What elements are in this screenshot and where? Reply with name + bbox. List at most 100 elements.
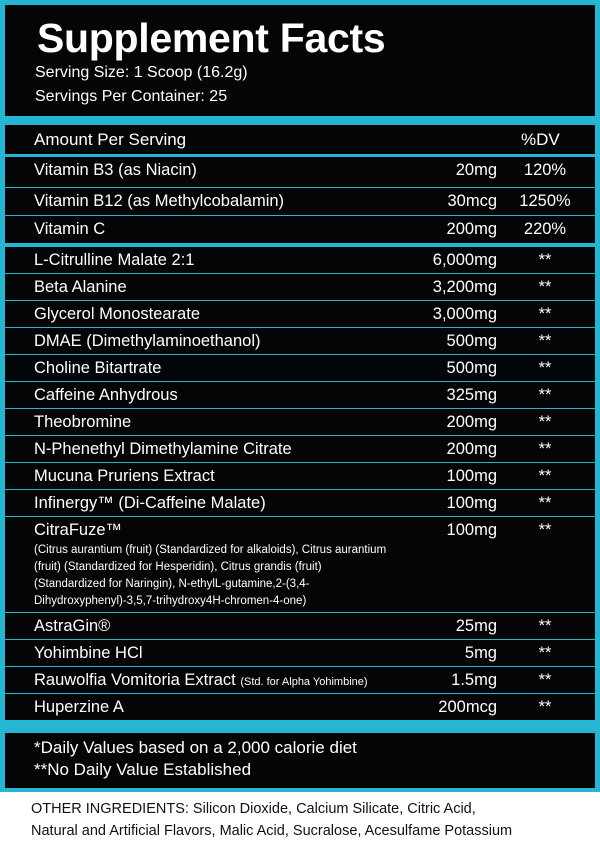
ingredient-name: L-Citrulline Malate 2:1 xyxy=(34,251,195,270)
ingredient-name-text: Infinergy™ (Di-Caffeine Malate) xyxy=(34,494,266,512)
ingredient-name-text: Vitamin B3 (as Niacin) xyxy=(34,161,197,179)
table-row: L-Citrulline Malate 2:1 6,000mg ** xyxy=(5,247,595,273)
ingredient-name: Huperzine A xyxy=(34,698,124,717)
ingredient-name: DMAE (Dimethylaminoethanol) xyxy=(34,332,261,351)
ingredient-dv: ** xyxy=(538,617,552,635)
ingredient-dv: ** xyxy=(538,671,552,689)
table-row: Beta Alanine 3,200mg ** xyxy=(5,274,595,300)
ingredient-dv: ** xyxy=(538,278,552,296)
supplement-facts-panel: Supplement Facts Serving Size: 1 Scoop (… xyxy=(0,0,600,792)
table-row: Caffeine Anhydrous 325mg ** xyxy=(5,382,595,408)
table-row: DMAE (Dimethylaminoethanol) 500mg ** xyxy=(5,328,595,354)
table-row: N-Phenethyl Dimethylamine Citrate 200mg ** xyxy=(5,436,595,462)
ingredient-amount: 200mcg xyxy=(438,698,497,716)
ingredient-dv: ** xyxy=(538,521,552,539)
ingredient-dv: ** xyxy=(538,494,552,512)
ingredient-amount: 3,200mg xyxy=(432,278,497,296)
no-dv-footnote: **No Daily Value Established xyxy=(34,760,252,779)
table-header: Amount Per Serving %DV xyxy=(5,125,595,154)
ingredient-amount: 325mg xyxy=(446,386,497,404)
ingredient-amount: 1.5mg xyxy=(451,671,497,689)
ingredient-note: (Std. for Alpha Yohimbine) xyxy=(240,676,368,688)
ingredient-name: N-Phenethyl Dimethylamine Citrate xyxy=(34,440,292,459)
dv-label: %DV xyxy=(521,130,560,149)
ingredient-amount: 500mg xyxy=(446,359,497,377)
footnotes-box: *Daily Values based on a 2,000 calorie d… xyxy=(5,733,595,788)
amount-per-serving-label: Amount Per Serving xyxy=(34,130,187,149)
ingredient-amount: 20mg xyxy=(455,161,497,179)
ingredient-dv: ** xyxy=(538,251,552,269)
ingredient-name: Mucuna Pruriens Extract xyxy=(34,467,215,486)
serving-size: Serving Size: 1 Scoop (16.2g) xyxy=(35,64,248,81)
ingredient-dv: ** xyxy=(538,467,552,485)
ingredient-dv: 120% xyxy=(523,161,567,179)
ingredient-dv: ** xyxy=(538,698,552,716)
table-row: Vitamin B3 (as Niacin) 20mg 120% xyxy=(5,157,595,187)
table-row: Yohimbine HCl 5mg ** xyxy=(5,640,595,666)
ingredient-name: Vitamin B3 (as Niacin) xyxy=(34,161,197,180)
table-row: Vitamin B12 (as Methylcobalamin) 30mcg 125… xyxy=(5,188,595,215)
ingredient-name: Glycerol Monostearate xyxy=(34,305,200,324)
ingredient-name-text: Theobromine xyxy=(34,413,132,431)
ingredient-dv: ** xyxy=(538,305,552,323)
ingredient-amount: 25mg xyxy=(455,617,497,635)
ingredient-name: Vitamin B12 (as Methylcobalamin) xyxy=(34,192,284,211)
ingredient-name-text: AstraGin® xyxy=(34,617,111,635)
ingredient-name: Beta Alanine xyxy=(34,278,127,297)
ingredient-name: Yohimbine HCl xyxy=(34,644,143,663)
table-row: AstraGin® 25mg ** xyxy=(5,613,595,639)
ingredient-amount: 30mcg xyxy=(447,192,497,210)
ingredient-amount: 200mg xyxy=(446,440,497,458)
ingredient-detail: (Citrus aurantium (fruit) (Standardized … xyxy=(34,544,387,607)
ingredient-amount: 3,000mg xyxy=(432,305,497,323)
ingredients-table: Vitamin B3 (as Niacin) 20mg 120% Vitamin B1… xyxy=(5,157,595,722)
table-row: Theobromine 200mg ** xyxy=(5,409,595,435)
title-box: Supplement Facts Serving Size: 1 Scoop (… xyxy=(5,5,595,116)
ingredient-name: Theobromine xyxy=(34,413,131,432)
table-row: Rauwolfia Vomitoria Extract (Std. for Al… xyxy=(5,667,595,693)
ingredient-dv: ** xyxy=(538,386,552,404)
ingredient-dv: 1250% xyxy=(519,192,571,210)
ingredient-name-text: Mucuna Pruriens Extract xyxy=(34,467,215,485)
other-ingredients-line-2: Natural and Artificial Flavors, Malic Ac… xyxy=(31,823,513,839)
ingredient-amount: 100mg xyxy=(446,467,497,485)
ingredient-dv: 220% xyxy=(523,220,567,238)
ingredient-name-text: Vitamin C xyxy=(34,220,106,238)
ingredient-name-text: Yohimbine HCl xyxy=(34,644,143,662)
table-row: Infinergy™ (Di-Caffeine Malate) 100mg ** xyxy=(5,490,595,516)
ingredient-dv: ** xyxy=(538,413,552,431)
table-row: Choline Bitartrate 500mg ** xyxy=(5,355,595,381)
table-row: Huperzine A 200mcg ** xyxy=(5,694,595,720)
other-ingredients-line-1: OTHER INGREDIENTS: Silicon Dioxide, Calc… xyxy=(31,801,476,817)
ingredient-name-text: DMAE (Dimethylaminoethanol) xyxy=(34,332,261,350)
ingredient-name: Vitamin C xyxy=(34,220,105,239)
ingredient-dv: ** xyxy=(538,359,552,377)
page-title: Supplement Facts xyxy=(37,15,386,61)
ingredient-amount: 500mg xyxy=(446,332,497,350)
ingredient-amount: 100mg xyxy=(446,521,497,539)
ingredient-dv: ** xyxy=(538,440,552,458)
ingredient-name-text: L-Citrulline Malate 2:1 xyxy=(34,251,195,269)
ingredient-amount: 200mg xyxy=(446,220,497,238)
ingredient-name: Choline Bitartrate xyxy=(34,359,161,378)
ingredient-amount: 5mg xyxy=(464,644,497,662)
dv-footnote: *Daily Values based on a 2,000 calorie d… xyxy=(34,738,357,757)
table-row: CitraFuze™ 100mg ** (Citrus aurantium (frui… xyxy=(5,517,595,612)
ingredient-dv: ** xyxy=(538,332,552,350)
ingredient-name-text: Rauwolfia Vomitoria Extract xyxy=(34,671,236,689)
ingredient-name-text: Glycerol Monostearate xyxy=(34,305,200,323)
ingredient-name: AstraGin® xyxy=(34,617,110,636)
ingredient-name: Infinergy™ (Di-Caffeine Malate) xyxy=(34,494,266,513)
ingredient-dv: ** xyxy=(538,644,552,662)
table-row: Vitamin C 200mg 220% xyxy=(5,216,595,243)
servings-per-container: Servings Per Container: 25 xyxy=(35,88,228,105)
ingredient-name-text: Huperzine A xyxy=(34,698,124,716)
table-row: Glycerol Monostearate 3,000mg ** xyxy=(5,301,595,327)
ingredient-name-text: Vitamin B12 (as Methylcobalamin) xyxy=(34,192,285,210)
ingredient-amount: 200mg xyxy=(446,413,497,431)
ingredient-name: Rauwolfia Vomitoria Extract (Std. for Al… xyxy=(34,671,368,690)
ingredient-name-text: N-Phenethyl Dimethylamine Citrate xyxy=(34,440,292,458)
ingredient-name-text: CitraFuze™ xyxy=(34,521,123,539)
ingredient-name: CitraFuze™ xyxy=(34,521,122,540)
ingredient-name-text: Caffeine Anhydrous xyxy=(34,386,178,404)
